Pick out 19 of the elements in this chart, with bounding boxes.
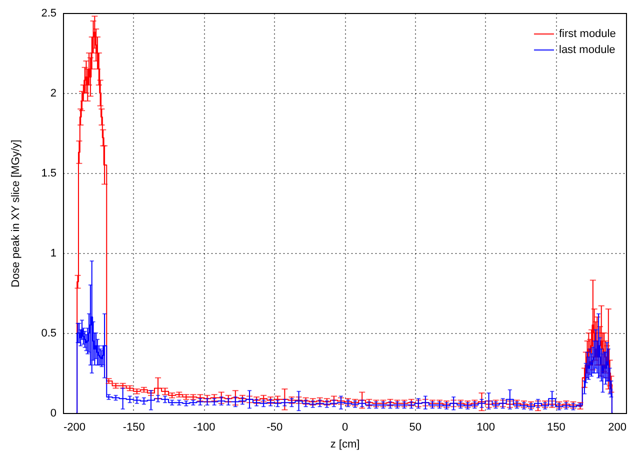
y-tick-label: 0.5 [41, 328, 56, 340]
legend-label: last module [559, 44, 616, 56]
legend-label: first module [559, 28, 616, 40]
x-tick-label: 200 [608, 422, 626, 434]
x-tick-label: 150 [546, 422, 566, 434]
x-tick-label: 50 [409, 422, 422, 434]
x-tick-label: -50 [266, 422, 283, 434]
x-tick-label: -150 [122, 422, 145, 434]
x-tick-label: 100 [476, 422, 495, 434]
y-tick-label: 1 [50, 248, 56, 260]
x-tick-label: 0 [342, 422, 348, 434]
y-axis-title: Dose peak in XY slice [MGy/y] [10, 140, 22, 288]
y-tick-label: 2.5 [41, 8, 56, 20]
x-tick-label: -100 [193, 422, 216, 434]
y-tick-label: 0 [50, 408, 56, 420]
y-tick-label: 1.5 [41, 168, 56, 180]
x-tick-label: -200 [64, 422, 86, 434]
x-axis-title: z [cm] [330, 438, 360, 450]
y-tick-label: 2 [50, 88, 56, 100]
